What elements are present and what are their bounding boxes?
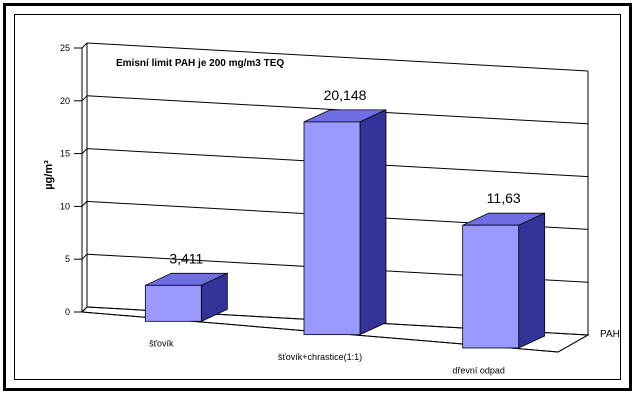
y-axis-label: µg/m³ xyxy=(43,160,55,190)
gridline-side xyxy=(81,253,88,260)
series-label: PAH xyxy=(600,329,620,340)
gridline-side xyxy=(81,201,88,207)
depth-axis-line xyxy=(557,334,589,353)
gridline-side xyxy=(81,95,88,102)
gridline-side xyxy=(81,42,88,49)
x-tick-label: šťovík+chrastice(1:1) xyxy=(278,352,362,362)
chart-frame xyxy=(3,3,632,391)
y-tick-label: 10 xyxy=(60,201,70,211)
y-tick-label: 25 xyxy=(60,43,70,53)
y-tick-label: 15 xyxy=(60,149,70,159)
bars xyxy=(144,109,546,349)
y-tick-label: 5 xyxy=(65,254,70,264)
x-tick-label: šťovík xyxy=(149,339,174,349)
gridline xyxy=(86,42,589,72)
data-label: 20,148 xyxy=(324,87,367,103)
gridline-side xyxy=(81,148,88,154)
bar xyxy=(144,284,202,322)
bar-side xyxy=(518,212,546,349)
bar xyxy=(303,121,361,336)
data-label: 11,63 xyxy=(487,190,521,206)
annotation-text: Emisní limit PAH je 200 mg/m3 TEQ xyxy=(116,58,284,69)
bar-side xyxy=(359,109,387,336)
chart-area-border xyxy=(14,14,621,380)
x-tick-label: dřevní odpad xyxy=(452,365,505,375)
labels: 0 5 10 15 20 25 3,411 šťovík 20,148 šťovík+chrast… xyxy=(60,43,620,375)
y-tick-label: 0 xyxy=(65,307,70,317)
y-tick-label: 20 xyxy=(60,96,70,106)
bar xyxy=(462,224,520,349)
data-label: 3,411 xyxy=(169,250,203,266)
